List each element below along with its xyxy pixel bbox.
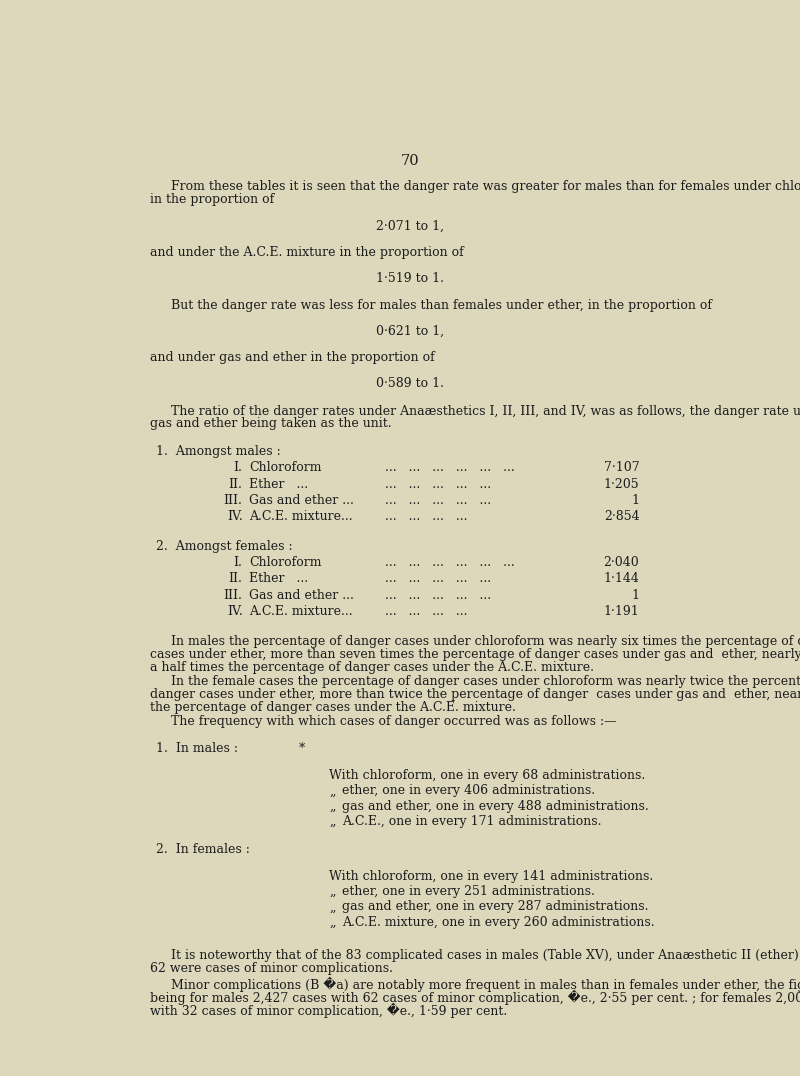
Text: It is noteworthy that of the 83 complicated cases in males (Table XV), under Ana: It is noteworthy that of the 83 complica… — [171, 949, 799, 962]
Text: The frequency with which cases of danger occurred was as follows :—: The frequency with which cases of danger… — [171, 716, 617, 728]
Text: In the female cases the percentage of danger cases under chloroform was nearly t: In the female cases the percentage of da… — [171, 675, 800, 689]
Text: Chloroform: Chloroform — [249, 556, 322, 569]
Text: ...   ...   ...   ...   ...: ... ... ... ... ... — [386, 494, 491, 507]
Text: Minor complications (B �a) are notably more frequent in males than in females un: Minor complications (B �a) are notably m… — [171, 977, 800, 992]
Text: cases under ether, more than seven times the percentage of danger cases under ga: cases under ether, more than seven times… — [150, 648, 800, 661]
Text: ether, one in every 251 administrations.: ether, one in every 251 administrations. — [342, 886, 594, 898]
Text: 1: 1 — [631, 589, 639, 601]
Text: „: „ — [330, 816, 336, 829]
Text: with 32 cases of minor complication, �e., 1·59 per cent.: with 32 cases of minor complication, �e.… — [150, 1003, 507, 1018]
Text: 7·107: 7·107 — [604, 462, 639, 475]
Text: III.: III. — [224, 494, 242, 507]
Text: gas and ether being taken as the unit.: gas and ether being taken as the unit. — [150, 417, 391, 430]
Text: „: „ — [330, 901, 336, 914]
Text: ...   ...   ...   ...   ...   ...: ... ... ... ... ... ... — [386, 556, 515, 569]
Text: 2·071 to 1,: 2·071 to 1, — [376, 221, 444, 233]
Text: 2·040: 2·040 — [604, 556, 639, 569]
Text: *: * — [298, 742, 305, 755]
Text: With chloroform, one in every 68 administrations.: With chloroform, one in every 68 adminis… — [330, 769, 646, 782]
Text: IV.: IV. — [227, 605, 242, 618]
Text: IV.: IV. — [227, 510, 242, 523]
Text: ...   ...   ...   ...: ... ... ... ... — [386, 510, 468, 523]
Text: I.: I. — [234, 462, 242, 475]
Text: and under the A.C.E. mixture in the proportion of: and under the A.C.E. mixture in the prop… — [150, 246, 463, 259]
Text: I.: I. — [234, 556, 242, 569]
Text: The ratio of the danger rates under Anaæsthetics I, II, III, and IV, was as foll: The ratio of the danger rates under Anaæ… — [171, 405, 800, 417]
Text: in the proportion of: in the proportion of — [150, 194, 274, 207]
Text: 1.  In males :: 1. In males : — [156, 742, 238, 755]
Text: From these tables it is seen that the danger rate was greater for males than for: From these tables it is seen that the da… — [171, 181, 800, 194]
Text: A.C.E. mixture...: A.C.E. mixture... — [249, 510, 353, 523]
Text: 2·854: 2·854 — [604, 510, 639, 523]
Text: 0·621 to 1,: 0·621 to 1, — [376, 325, 444, 338]
Text: „: „ — [330, 784, 336, 797]
Text: 0·589 to 1.: 0·589 to 1. — [376, 377, 444, 390]
Text: „: „ — [330, 799, 336, 812]
Text: Gas and ether ...: Gas and ether ... — [249, 494, 354, 507]
Text: being for males 2,427 cases with 62 cases of minor complication, �e., 2·55 per c: being for males 2,427 cases with 62 case… — [150, 990, 800, 1005]
Text: ether, one in every 406 administrations.: ether, one in every 406 administrations. — [342, 784, 595, 797]
Text: ...   ...   ...   ...   ...: ... ... ... ... ... — [386, 478, 491, 491]
Text: Ether   ...: Ether ... — [249, 572, 308, 585]
Text: „: „ — [330, 916, 336, 929]
Text: 70: 70 — [401, 154, 419, 168]
Text: ...   ...   ...   ...   ...: ... ... ... ... ... — [386, 589, 491, 601]
Text: II.: II. — [229, 572, 242, 585]
Text: ...   ...   ...   ...   ...: ... ... ... ... ... — [386, 572, 491, 585]
Text: A.C.E., one in every 171 administrations.: A.C.E., one in every 171 administrations… — [342, 816, 602, 829]
Text: A.C.E. mixture...: A.C.E. mixture... — [249, 605, 353, 618]
Text: But the danger rate was less for males than females under ether, in the proporti: But the danger rate was less for males t… — [171, 298, 712, 312]
Text: Chloroform: Chloroform — [249, 462, 322, 475]
Text: In males the percentage of danger cases under chloroform was nearly six times th: In males the percentage of danger cases … — [171, 635, 800, 648]
Text: „: „ — [330, 886, 336, 898]
Text: danger cases under ether, more than twice the percentage of danger  cases under : danger cases under ether, more than twic… — [150, 688, 800, 700]
Text: With chloroform, one in every 141 administrations.: With chloroform, one in every 141 admini… — [330, 869, 654, 882]
Text: III.: III. — [224, 589, 242, 601]
Text: ...   ...   ...   ...   ...   ...: ... ... ... ... ... ... — [386, 462, 515, 475]
Text: ...   ...   ...   ...: ... ... ... ... — [386, 605, 468, 618]
Text: gas and ether, one in every 488 administrations.: gas and ether, one in every 488 administ… — [342, 799, 649, 812]
Text: 1·191: 1·191 — [604, 605, 639, 618]
Text: Gas and ether ...: Gas and ether ... — [249, 589, 354, 601]
Text: and under gas and ether in the proportion of: and under gas and ether in the proportio… — [150, 351, 434, 364]
Text: 1.  Amongst males :: 1. Amongst males : — [156, 445, 281, 458]
Text: II.: II. — [229, 478, 242, 491]
Text: 1: 1 — [631, 494, 639, 507]
Text: gas and ether, one in every 287 administrations.: gas and ether, one in every 287 administ… — [342, 901, 648, 914]
Text: 62 were cases of minor complications.: 62 were cases of minor complications. — [150, 962, 393, 975]
Text: a half times the percentage of danger cases under the A.C.E. mixture.: a half times the percentage of danger ca… — [150, 661, 594, 674]
Text: 1·205: 1·205 — [604, 478, 639, 491]
Text: A.C.E. mixture, one in every 260 administrations.: A.C.E. mixture, one in every 260 adminis… — [342, 916, 654, 929]
Text: 1·519 to 1.: 1·519 to 1. — [376, 272, 444, 285]
Text: the percentage of danger cases under the A.C.E. mixture.: the percentage of danger cases under the… — [150, 700, 515, 713]
Text: 1·144: 1·144 — [603, 572, 639, 585]
Text: Ether   ...: Ether ... — [249, 478, 308, 491]
Text: 2.  Amongst females :: 2. Amongst females : — [156, 540, 293, 553]
Text: 2.  In females :: 2. In females : — [156, 843, 250, 855]
